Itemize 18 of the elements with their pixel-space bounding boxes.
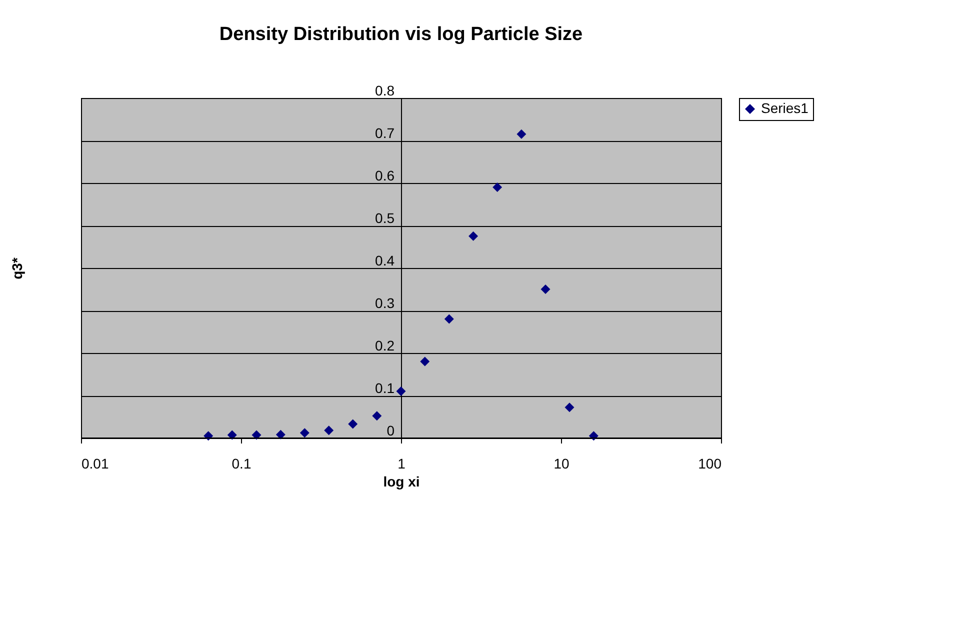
- y-tick-label: 0.2: [375, 338, 395, 354]
- y-tick-label: 0.6: [375, 168, 395, 184]
- y-tick-label: 0.7: [375, 125, 395, 141]
- x-axis-title: log xi: [383, 474, 420, 490]
- x-tick-label: 10: [554, 456, 570, 472]
- y-tick-label: 0.5: [375, 210, 395, 226]
- y-tick-label: 0.8: [375, 82, 395, 98]
- y-tick-label: 0.3: [375, 295, 395, 311]
- y-tick-label: 0.1: [375, 380, 395, 396]
- x-tick-label: 100: [698, 456, 722, 472]
- x-tick-label: 1: [398, 456, 406, 472]
- y-tick-label: 0: [386, 422, 395, 438]
- legend-label: Series1: [761, 100, 809, 116]
- x-tick-label: 0.01: [82, 456, 109, 472]
- y-axis-title: q3*: [9, 257, 26, 280]
- y-tick-label: 0.4: [375, 252, 395, 268]
- chart-title: Density Distribution vis log Particle Size: [219, 24, 583, 45]
- x-tick-label: 0.1: [232, 456, 252, 472]
